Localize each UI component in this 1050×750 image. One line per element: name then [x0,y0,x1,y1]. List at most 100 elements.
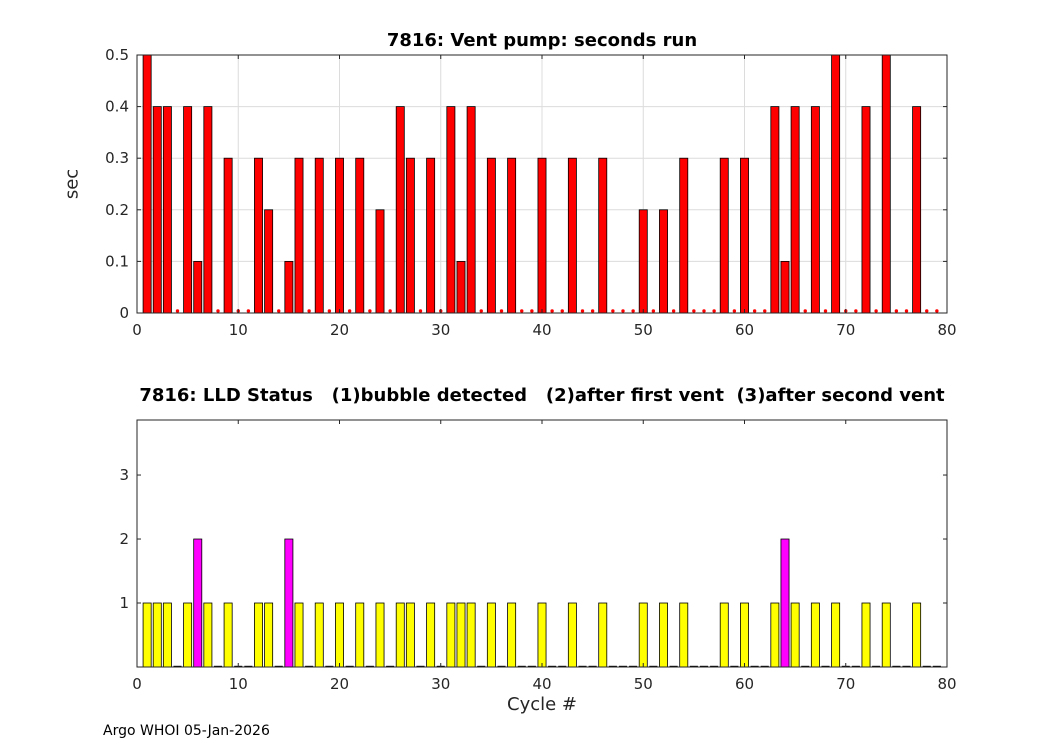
zero-marker [608,665,617,667]
lld-status-bar [254,602,263,668]
vent-seconds-bar [537,157,547,314]
zero-marker [368,309,372,313]
zero-marker [904,309,909,313]
y-tick-label: 2 [119,530,129,548]
footer-watermark: Argo WHOI 05-Jan-2026 [103,723,270,739]
zero-marker [651,309,656,313]
lld-status-bar [780,538,790,668]
zero-marker [527,665,536,667]
vent-seconds-bar [254,157,263,314]
zero-marker [388,309,392,313]
vent-seconds-bar [203,106,213,314]
vent-seconds-bar [831,54,841,314]
zero-marker [530,309,534,313]
lld-status-bar [831,602,841,668]
lld-status-bar [395,602,405,668]
x-tick-label: 70 [836,321,855,339]
zero-marker [588,665,597,667]
zero-marker [590,309,595,313]
zero-marker [621,309,625,313]
zero-marker [854,309,858,313]
vent-seconds-bar [375,209,385,314]
lld-status-bar [142,602,152,668]
lld-status-bar [659,602,668,668]
vent-seconds-bar [162,106,172,314]
x-tick-label: 40 [532,675,551,693]
lld-status-bar [355,602,365,668]
zero-marker [479,309,483,313]
zero-marker [580,309,585,313]
x-tick-label: 0 [132,675,142,693]
lld-status-bar [426,602,436,668]
x-tick-label: 30 [431,675,450,693]
zero-marker [365,665,374,667]
lld-status-bar [466,602,476,668]
zero-marker [932,665,941,667]
lld-status-bar [284,538,294,668]
zero-marker [345,665,354,667]
y-tick-label: 0.3 [105,149,129,167]
x-tick-label: 40 [532,321,551,339]
vent-seconds-bar [790,106,800,314]
lld-status-bar [223,602,233,668]
lld-status-bar [861,602,871,668]
lld-status-bar [770,602,780,668]
zero-marker [689,665,698,667]
x-tick-label: 20 [330,321,349,339]
lld-status-bar [314,602,324,668]
vent-seconds-bar [456,260,466,314]
y-tick-label: 3 [119,466,129,484]
vent-pump-chart: 0 10 20 30 40 50 60 70 80 0 0.1 0.2 0.3 0.4 0.5 [105,46,956,339]
lld-status-bar [446,602,456,668]
lld-status-chart: 0 10 20 30 40 50 60 70 80 1 2 3 [119,419,957,693]
vent-seconds-bar [466,106,476,314]
zero-marker [892,665,901,667]
vent-seconds-bar [740,157,749,314]
top-chart-title: 7816: Vent pump: seconds run [386,30,698,51]
zero-marker [327,309,332,313]
zero-marker [175,309,180,313]
lld-status-bar [719,602,729,668]
y-tick-label: 0.5 [105,46,129,64]
zero-marker [548,665,557,667]
lld-status-bar [375,602,385,668]
x-tick-label: 50 [634,675,653,693]
zero-marker [763,309,767,313]
zero-marker [307,309,311,313]
x-axis-label: Cycle # [507,694,577,715]
zero-marker [497,665,506,667]
vent-seconds-bar [335,157,344,314]
vent-seconds-bar [598,157,608,314]
zero-marker [872,665,881,667]
lld-status-bar [790,602,800,668]
zero-marker [821,665,830,667]
y-tick-label: 0 [119,304,129,322]
zero-marker [760,665,769,667]
zero-marker [712,309,716,313]
x-tick-label: 0 [132,321,142,339]
lld-status-bar [810,602,820,668]
zero-marker [699,665,709,667]
zero-marker [347,309,352,313]
zero-marker [517,665,526,667]
x-tick-label: 20 [330,675,349,693]
zero-marker [477,665,486,667]
zero-marker [499,309,504,313]
zero-marker [274,665,283,667]
vent-seconds-bar [426,157,436,314]
zero-marker [752,309,757,313]
vent-seconds-bar [223,157,233,314]
zero-marker [631,309,635,313]
zero-marker [823,309,828,313]
lld-status-bar [152,602,162,668]
vent-seconds-bar [486,157,496,314]
y-tick-label: 0.2 [105,201,129,219]
x-tick-label: 10 [229,321,248,339]
zero-marker [213,665,223,667]
zero-marker [305,665,314,667]
vent-seconds-bar [881,54,891,314]
lld-status-bar [203,602,213,668]
zero-marker [560,309,564,313]
zero-marker [550,309,554,313]
